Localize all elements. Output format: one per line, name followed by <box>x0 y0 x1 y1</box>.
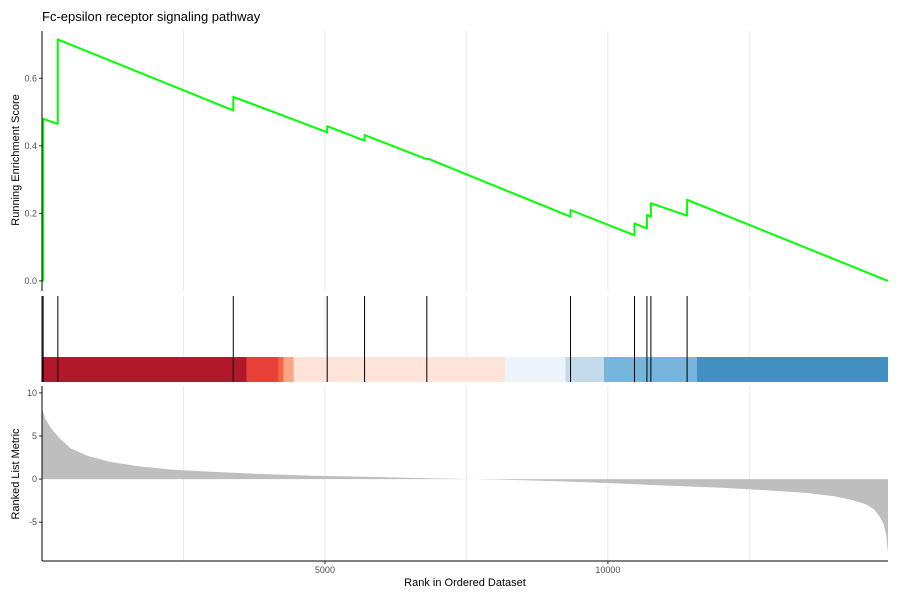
x-axis: 5000 10000 <box>42 560 888 575</box>
x-tick-label: 10000 <box>595 565 620 575</box>
rank-y-tick-label: 10 <box>27 388 37 398</box>
rank-y-tick-label: 0 <box>32 474 37 484</box>
x-tick-label: 5000 <box>315 565 335 575</box>
es-y-tick-label: 0.2 <box>24 208 37 218</box>
rank-color-segment <box>278 357 284 382</box>
hits-panel <box>41 296 888 382</box>
x-axis-title: Rank in Ordered Dataset <box>404 577 526 589</box>
es-y-tick-label: 0.0 <box>24 276 37 286</box>
rank-color-segment <box>504 357 566 382</box>
rank-color-segment <box>603 357 697 382</box>
es-series-line <box>42 38 889 282</box>
rank-color-segment <box>42 357 247 382</box>
chart-title: Fc-epsilon receptor signaling pathway <box>42 9 261 24</box>
ranked-metric-area <box>42 408 888 554</box>
es-y-tick-label: 0.4 <box>24 141 37 151</box>
enrichment-score-panel: 0.0 0.2 0.4 0.6 <box>24 31 889 291</box>
rank-axis-title: Ranked List Metric <box>10 428 22 520</box>
es-axis-title: Running Enrichment Score <box>10 94 22 225</box>
rank-y-tick-label: 5 <box>32 431 37 441</box>
rank-color-segment <box>246 357 279 382</box>
ranked-metric-panel: -5 0 5 10 <box>27 386 888 561</box>
rank-color-segment <box>696 357 888 382</box>
rank-y-tick-label: -5 <box>29 517 37 527</box>
rank-color-segment <box>283 357 294 382</box>
rank-color-segment <box>565 357 604 382</box>
rank-color-segment <box>293 357 505 382</box>
es-y-tick-label: 0.6 <box>24 73 37 83</box>
